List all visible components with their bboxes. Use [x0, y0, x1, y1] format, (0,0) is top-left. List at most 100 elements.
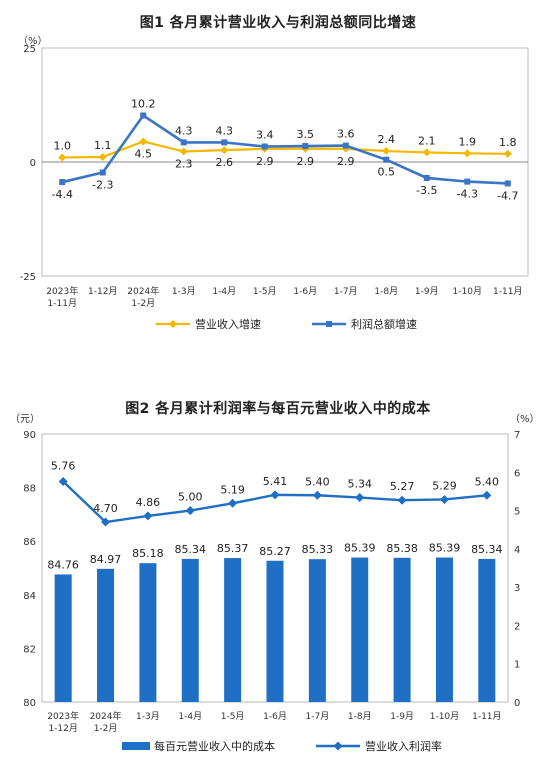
- profit-data-label: 3.6: [337, 128, 355, 141]
- series-line-revenue: [62, 140, 508, 159]
- cost-data-label: 85.37: [217, 542, 249, 555]
- profit-data-label: 10.2: [131, 97, 156, 110]
- y-right-tick-label: 0: [514, 698, 520, 709]
- cost-data-label: 84.97: [90, 553, 122, 566]
- revenue-data-label: 1.1: [94, 139, 112, 152]
- cost-bar: [266, 560, 284, 702]
- legend-cost-swatch: [122, 742, 150, 750]
- x-tick-label: 2024年 1-2月: [127, 285, 159, 309]
- y-tick-label: 0: [30, 158, 36, 169]
- profit-data-label: -4.3: [457, 188, 478, 201]
- x-tick-label: 1-12月: [88, 286, 117, 297]
- x-tick-label: 1-4月: [178, 711, 202, 722]
- profit-rate-data-label: 5.40: [305, 475, 330, 488]
- chart-1: 图1 各月累计营业收入与利润总额同比增速 （%） -25 0 25 2023年 1-11月…: [0, 0, 556, 345]
- chart-2-plot: （元） （%） 80 82 84 86 88 90 0 1 2 3 4 5 6 7 2023年 1-12月 2024…: [10, 413, 540, 753]
- profit-rate-point: [270, 490, 280, 500]
- profit-rate-data-label: 5.00: [178, 491, 203, 504]
- profit-rate-data-label: 5.27: [390, 480, 415, 493]
- revenue-point: [382, 147, 391, 156]
- x-tick-label: 1-11月: [472, 711, 501, 722]
- profit-data-label: 4.3: [175, 124, 193, 137]
- y-tick-label: 25: [23, 44, 36, 55]
- cost-bar: [97, 568, 115, 702]
- profit-point: [464, 178, 471, 185]
- cost-data-label: 85.33: [302, 543, 334, 556]
- cost-bar: [224, 558, 242, 702]
- cost-bar: [393, 557, 411, 702]
- profit-rate-point: [101, 517, 111, 527]
- profit-rate-point: [143, 511, 153, 521]
- revenue-data-label: 2.9: [297, 155, 315, 168]
- profit-point: [59, 179, 66, 186]
- revenue-data-label: 2.9: [256, 155, 274, 168]
- legend-profit-marker: [326, 321, 332, 327]
- x-tick-label: 1-8月: [374, 286, 398, 297]
- profit-data-label: 3.5: [297, 128, 315, 141]
- x-tick-label: 1-10月: [453, 286, 482, 297]
- revenue-data-label: 1.0: [54, 139, 72, 152]
- revenue-point: [139, 137, 148, 146]
- y-axis-unit: （%）: [18, 35, 48, 47]
- cost-bar: [435, 557, 453, 702]
- profit-rate-data-label: 5.29: [432, 479, 457, 492]
- legend-cost-label: 每百元营业收入中的成本: [154, 739, 275, 753]
- revenue-point: [422, 148, 431, 157]
- chart-1-plot: （%） -25 0 25 2023年 1-11月 1-12月 2024年 1-2月 1-3月 1-4…: [18, 35, 529, 331]
- legend-revenue-label: 营业收入增速: [195, 317, 261, 331]
- chart-1-title: 图1 各月累计营业收入与利润总额同比增速: [139, 15, 417, 31]
- profit-rate-data-label: 5.40: [475, 475, 500, 488]
- profit-rate-data-label: 4.70: [93, 502, 118, 515]
- y-right-tick-label: 2: [514, 621, 520, 632]
- x-tick-label: 1-7月: [306, 711, 330, 722]
- legend-profit-rate-label: 营业收入利润率: [365, 739, 442, 753]
- x-tick-label: 1-6月: [293, 286, 317, 297]
- profit-rate-point: [228, 498, 238, 508]
- x-tick-label: 1-11月: [493, 286, 522, 297]
- revenue-data-label: 2.1: [418, 134, 436, 147]
- chart-2: 图2 各月累计利润率与每百元营业收入中的成本 （元） （%） 80 82 84 86 88 9…: [0, 392, 556, 767]
- x-tick-label: 1-6月: [263, 711, 287, 722]
- cost-data-label: 85.38: [386, 542, 418, 555]
- revenue-point: [503, 149, 512, 158]
- revenue-data-label: 2.4: [378, 133, 396, 146]
- profit-data-label: 3.4: [256, 128, 274, 141]
- cost-data-label: 85.34: [175, 543, 207, 556]
- profit-point: [504, 180, 511, 187]
- revenue-point: [220, 146, 229, 155]
- profit-point: [140, 112, 147, 119]
- revenue-data-label: 1.9: [459, 135, 477, 148]
- profit-data-label: -4.7: [497, 189, 518, 202]
- profit-data-label: 0.5: [378, 166, 396, 179]
- profit-point: [383, 156, 390, 163]
- profit-rate-point: [439, 494, 449, 504]
- y-left-axis-unit: （元）: [10, 413, 40, 425]
- profit-point: [261, 143, 268, 150]
- cost-bar: [181, 558, 199, 702]
- profit-data-label: -4.4: [52, 188, 73, 201]
- profit-point: [180, 139, 187, 146]
- profit-rate-point: [397, 495, 407, 505]
- revenue-data-label: 4.5: [135, 147, 153, 160]
- cost-bar: [139, 563, 157, 702]
- cost-data-label: 85.34: [471, 543, 503, 556]
- y-left-tick-label: 80: [23, 698, 36, 709]
- cost-data-label: 85.18: [132, 547, 164, 560]
- profit-rate-point: [58, 476, 68, 486]
- profit-point: [99, 169, 106, 176]
- cost-bar: [351, 557, 369, 702]
- profit-point: [423, 174, 430, 181]
- y-left-tick-label: 82: [23, 644, 36, 655]
- profit-data-label: -2.3: [92, 178, 113, 191]
- legend-profit-label: 利润总额增速: [351, 317, 417, 331]
- y-right-tick-label: 7: [514, 430, 520, 441]
- profit-rate-data-label: 5.34: [347, 478, 372, 491]
- revenue-point: [463, 149, 472, 158]
- cost-bar: [54, 574, 72, 702]
- profit-rate-point: [482, 490, 492, 500]
- profit-rate-data-label: 5.76: [51, 459, 76, 472]
- revenue-point: [58, 153, 67, 162]
- revenue-data-label: 2.3: [175, 158, 193, 171]
- x-tick-label: 2023年 1-12月: [47, 710, 79, 734]
- x-tick-label: 1-7月: [334, 286, 358, 297]
